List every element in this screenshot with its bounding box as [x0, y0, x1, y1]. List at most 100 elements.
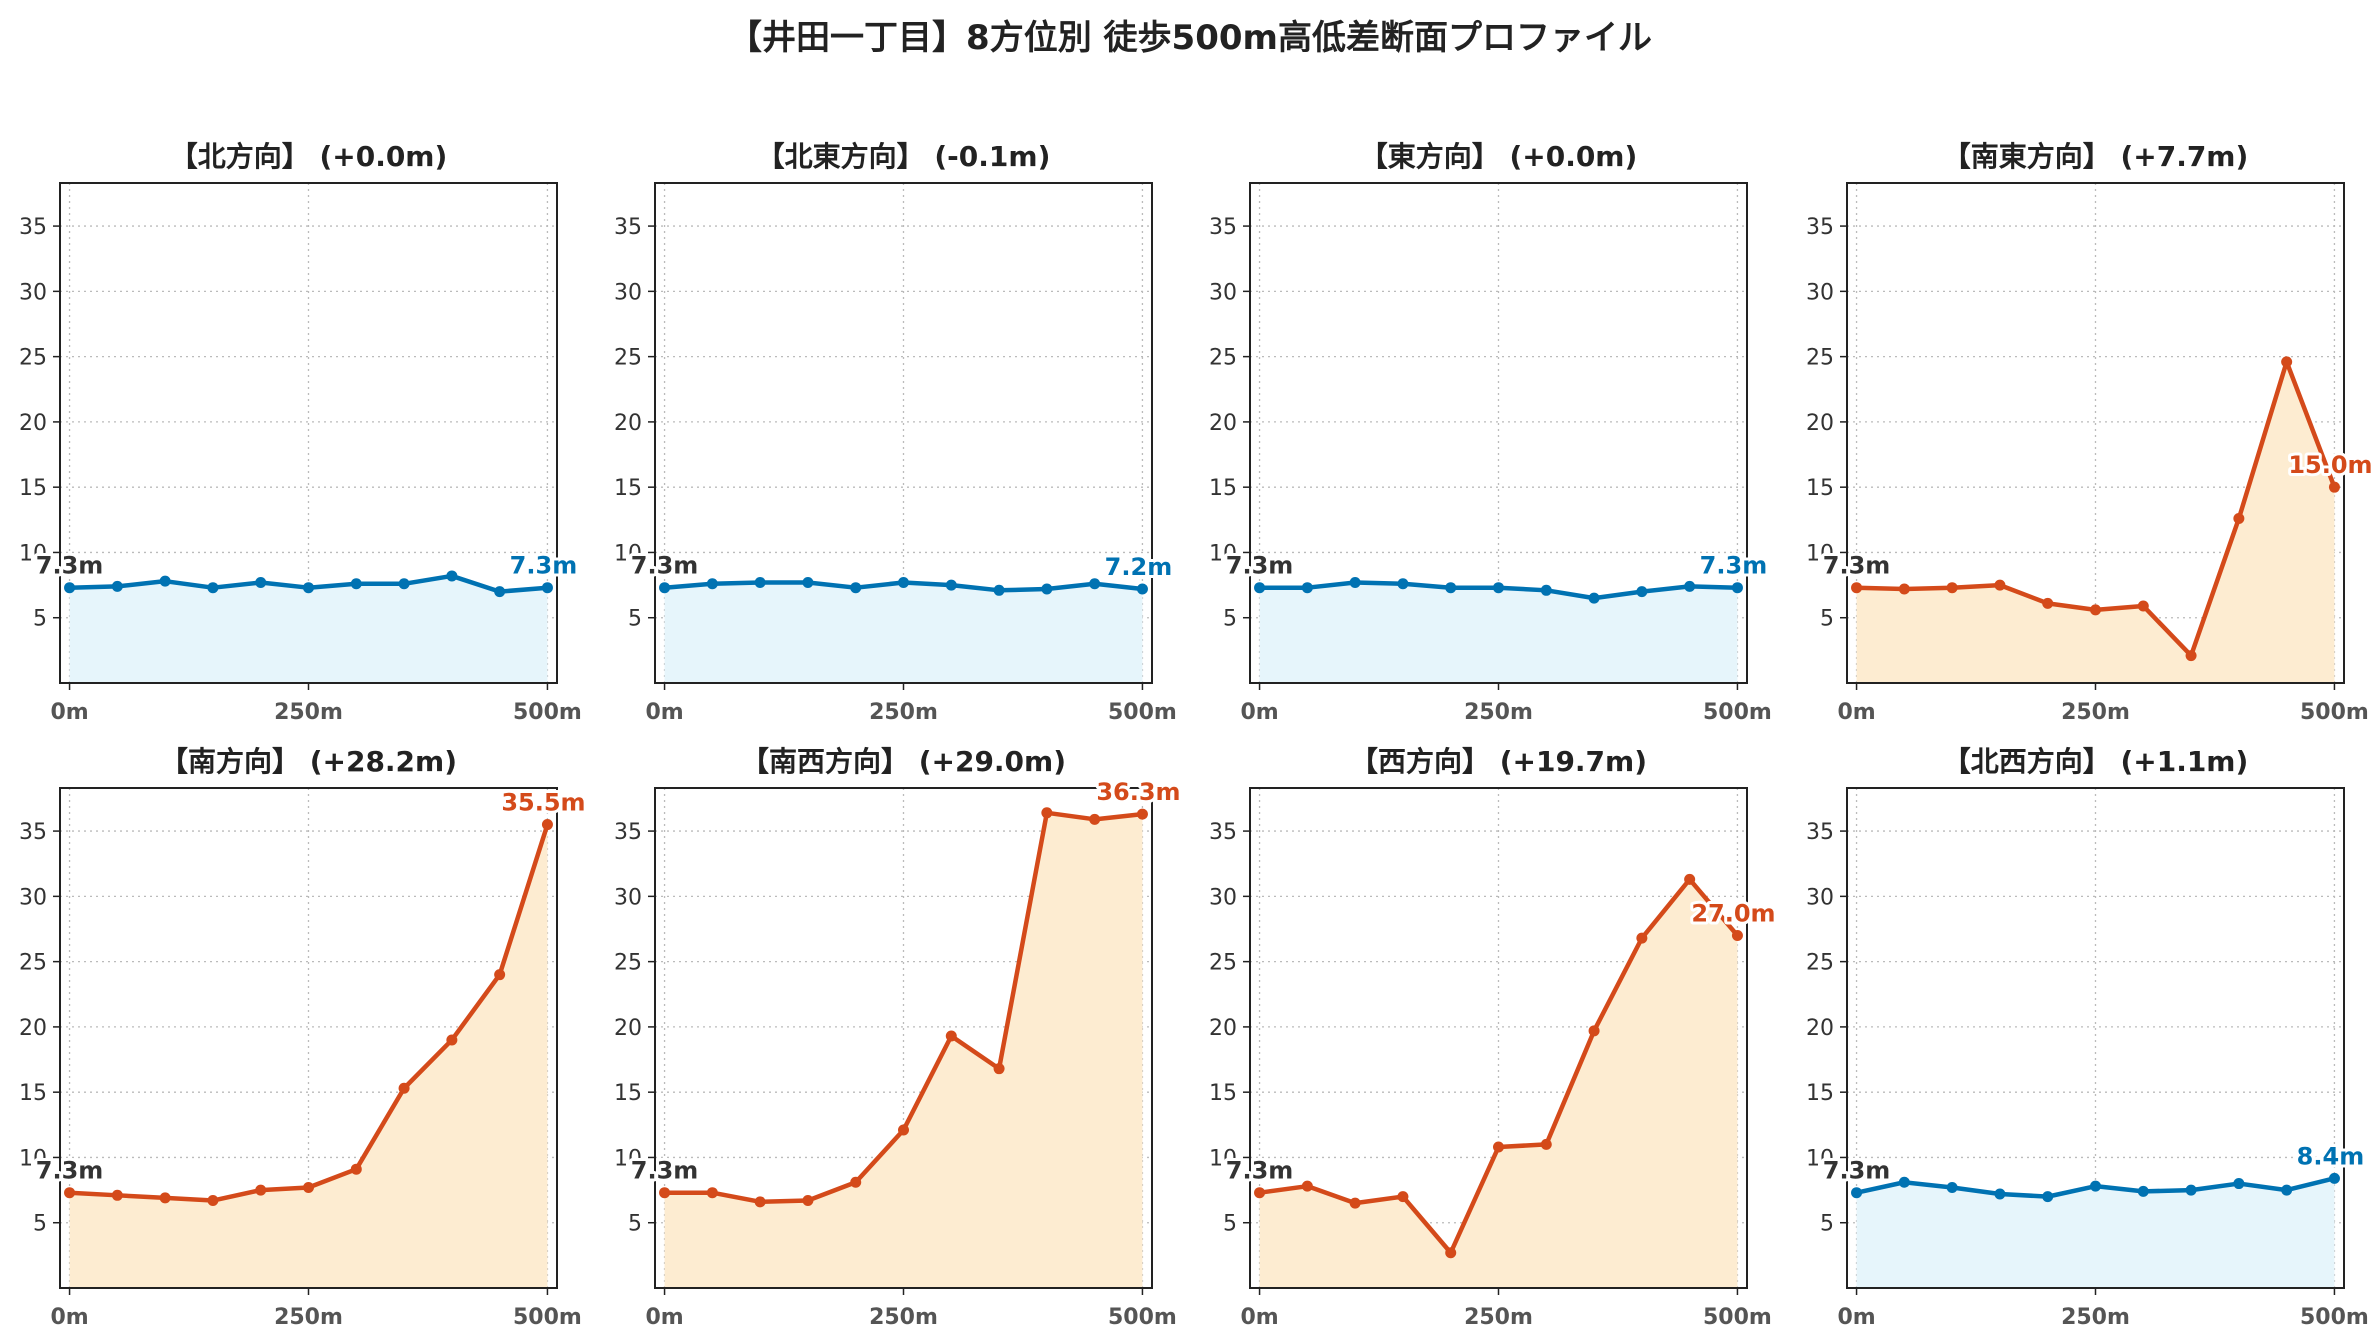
profile-area: [1856, 361, 2335, 683]
data-point: [2137, 600, 2149, 612]
y-tick-label: 35: [1806, 820, 1834, 845]
y-tick-label: 25: [1209, 951, 1237, 976]
data-point: [207, 582, 219, 594]
x-tick-label: 250m: [1464, 700, 1533, 725]
y-tick-label: 35: [19, 820, 47, 845]
x-tick-label: 500m: [1108, 700, 1177, 725]
data-point: [2185, 650, 2197, 662]
data-point: [1636, 932, 1648, 944]
start-elevation-label: 7.3m: [1226, 552, 1294, 580]
x-tick-label: 500m: [1703, 1305, 1772, 1330]
y-tick-label: 25: [1209, 346, 1237, 371]
x-tick-label: 0m: [50, 1305, 88, 1330]
data-point: [111, 580, 123, 592]
y-tick-label: 5: [1820, 1212, 1834, 1237]
data-point: [945, 1030, 957, 1042]
subplot-title: 【北東方向】 (-0.1m): [757, 140, 1051, 173]
data-point: [1041, 807, 1053, 819]
data-point: [659, 582, 671, 594]
y-tick-label: 30: [1806, 885, 1834, 910]
data-point: [850, 582, 862, 594]
data-point: [1136, 808, 1148, 820]
data-point: [1349, 576, 1361, 588]
data-point: [850, 1176, 862, 1188]
y-tick-label: 20: [1209, 1016, 1237, 1041]
end-elevation-label: 36.3m: [1096, 778, 1180, 806]
data-point: [541, 819, 553, 831]
subplot-1: 【北東方向】 (-0.1m) 5 10 15 20 25 30 35 0m 250m 500m 7.3…: [614, 140, 1177, 725]
data-point: [1397, 1191, 1409, 1203]
data-point: [2281, 1184, 2293, 1196]
data-point: [1898, 583, 1910, 595]
y-tick-label: 15: [19, 476, 47, 501]
y-tick-label: 35: [1806, 215, 1834, 240]
data-point: [1731, 582, 1743, 594]
y-tick-label: 10: [1209, 541, 1237, 566]
x-tick-label: 0m: [1837, 700, 1875, 725]
start-elevation-label: 7.3m: [1823, 552, 1891, 580]
profile-area: [1856, 1178, 2335, 1288]
y-tick-label: 20: [19, 1016, 47, 1041]
start-elevation-label: 7.3m: [631, 552, 699, 580]
subplot-6: 【西方向】 (+19.7m) 5 10 15 20 25 30 35 0m 250m 500m 7.3…: [1209, 745, 1779, 1330]
y-tick-label: 30: [1209, 280, 1237, 305]
data-point: [2233, 1178, 2245, 1190]
data-point: [2042, 597, 2054, 609]
subplot-5: 【南西方向】 (+29.0m) 5 10 15 20 25 30 35 0m 250m 500m 7.…: [614, 745, 1184, 1330]
y-tick-label: 25: [19, 951, 47, 976]
subplot-2: 【東方向】 (+0.0m) 5 10 15 20 25 30 35 0m 250m 500m 7.3m…: [1209, 140, 1772, 725]
x-tick-label: 250m: [274, 700, 343, 725]
y-tick-label: 10: [614, 541, 642, 566]
data-point: [1898, 1176, 1910, 1188]
x-tick-label: 0m: [1240, 700, 1278, 725]
data-point: [350, 578, 362, 590]
y-tick-label: 15: [1209, 1081, 1237, 1106]
data-point: [802, 576, 814, 588]
data-point: [1301, 582, 1313, 594]
y-tick-label: 5: [1223, 1212, 1237, 1237]
subplot-4: 【南方向】 (+28.2m) 5 10 15 20 25 30 35 0m 250m 500m 7.3…: [19, 745, 589, 1330]
y-tick-label: 5: [33, 607, 47, 632]
y-tick-label: 25: [1806, 951, 1834, 976]
data-point: [1636, 586, 1648, 598]
data-point: [111, 1189, 123, 1201]
y-tick-label: 35: [614, 215, 642, 240]
data-point: [1254, 1187, 1266, 1199]
data-point: [945, 579, 957, 591]
data-point: [446, 570, 458, 582]
subplot-title: 【南西方向】 (+29.0m): [741, 745, 1066, 778]
y-tick-label: 30: [614, 280, 642, 305]
data-point: [1493, 1141, 1504, 1153]
y-tick-label: 25: [19, 346, 47, 371]
data-point: [2233, 513, 2245, 525]
data-point: [659, 1187, 671, 1199]
x-tick-label: 0m: [645, 700, 683, 725]
data-point: [1851, 1187, 1863, 1199]
data-point: [898, 1124, 909, 1136]
data-point: [706, 578, 718, 590]
y-tick-label: 20: [1806, 411, 1834, 436]
data-point: [1136, 583, 1148, 595]
data-point: [1397, 578, 1409, 590]
data-point: [2137, 1185, 2149, 1197]
data-point: [255, 576, 267, 588]
x-tick-label: 250m: [869, 1305, 938, 1330]
profile-area: [1259, 582, 1738, 683]
data-point: [993, 1063, 1005, 1075]
data-point: [207, 1195, 219, 1207]
data-point: [2090, 1180, 2101, 1192]
y-tick-label: 30: [19, 280, 47, 305]
data-point: [2185, 1184, 2197, 1196]
data-point: [1851, 582, 1863, 594]
y-tick-label: 10: [1806, 541, 1834, 566]
y-tick-label: 15: [19, 1081, 47, 1106]
x-tick-label: 250m: [2061, 1305, 2130, 1330]
profile-area: [664, 812, 1143, 1288]
data-point: [1254, 582, 1266, 594]
x-tick-label: 500m: [2300, 700, 2369, 725]
data-point: [1994, 579, 2006, 591]
y-tick-label: 10: [19, 1146, 47, 1171]
y-tick-label: 10: [1806, 1146, 1834, 1171]
data-point: [1684, 873, 1696, 885]
data-point: [1994, 1188, 2006, 1200]
